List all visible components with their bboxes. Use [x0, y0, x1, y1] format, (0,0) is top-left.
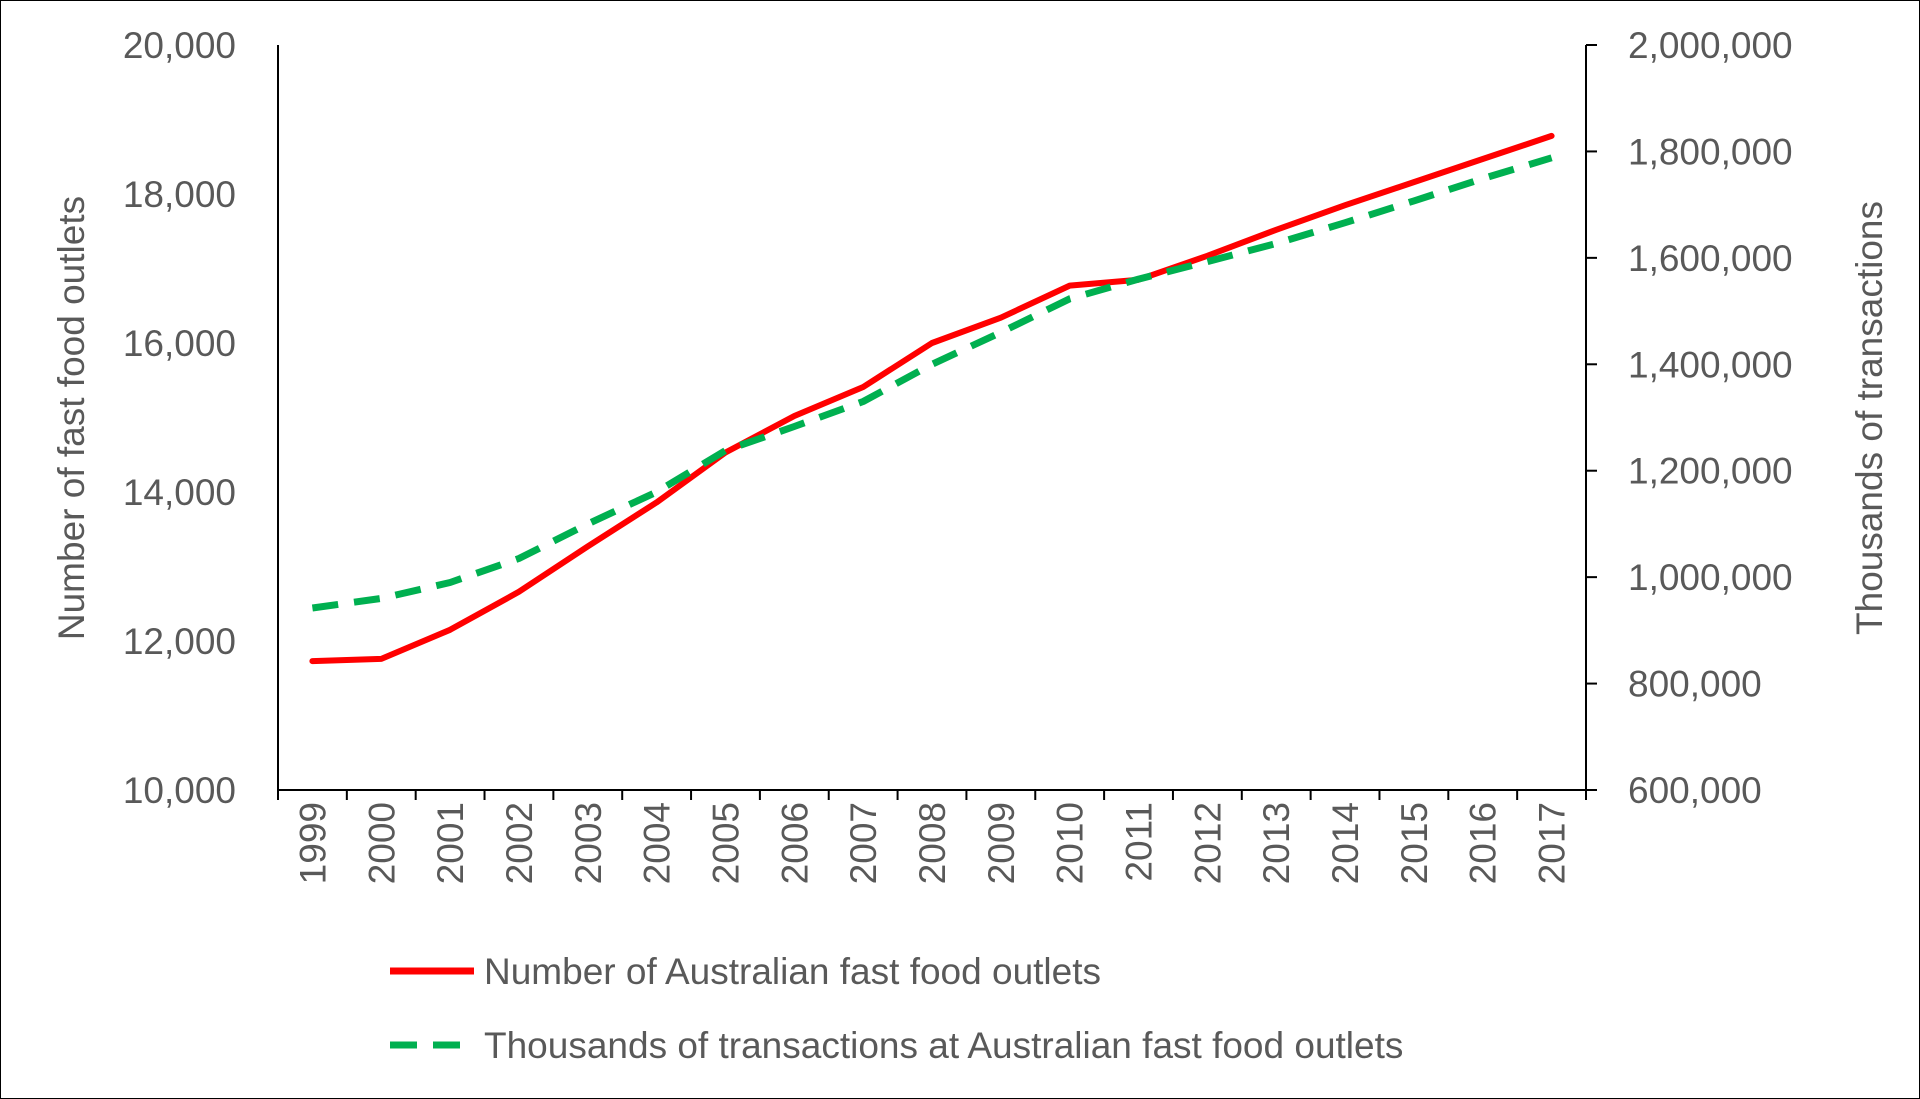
legend-item-outlets: Number of Australian fast food outlets	[390, 951, 1101, 992]
right-y-tick-label: 600,000	[1628, 770, 1762, 811]
legend-item-transactions: Thousands of transactions at Australian …	[390, 1025, 1403, 1066]
right-y-tick-label: 800,000	[1628, 664, 1762, 705]
x-tick-labels: 1999 2000 2001 2002 2003 2004 2005 2006 2007 2008…	[277, 790, 1587, 884]
left-y-tick-label: 18,000	[123, 174, 236, 215]
left-y-tick-label: 14,000	[123, 472, 236, 513]
left-y-tick-label: 20,000	[123, 25, 236, 66]
x-tick-label: 2006	[774, 802, 815, 884]
series-group	[309, 132, 1555, 665]
left-y-tick-label: 10,000	[123, 770, 236, 811]
right-y-tick-label: 1,600,000	[1628, 238, 1793, 279]
legend-label-outlets: Number of Australian fast food outlets	[484, 951, 1101, 992]
series-line-transactions	[311, 154, 1553, 612]
left-y-tick-label: 12,000	[123, 621, 236, 662]
x-tick-label: 2001	[430, 802, 471, 884]
x-tick-label: 2005	[705, 802, 746, 884]
x-tick-label: 2000	[361, 802, 402, 884]
x-tick-label: 2003	[568, 802, 609, 884]
x-tick-label: 2014	[1325, 802, 1366, 884]
x-tick-label: 2011	[1119, 802, 1160, 882]
x-tick-label: 2017	[1532, 802, 1573, 884]
right-y-tick-label: 2,000,000	[1628, 25, 1793, 66]
x-tick-label: 2009	[981, 802, 1022, 884]
x-tick-label: 1999	[292, 802, 333, 884]
axes-group	[277, 45, 1587, 791]
x-tick-label: 2004	[637, 802, 678, 884]
left-y-tick-labels: 10,000 12,000 14,000 16,000 18,000 20,000	[123, 25, 236, 811]
right-y-tick-label: 1,200,000	[1628, 451, 1793, 492]
right-y-axis-title: Thousands of transactions	[1849, 201, 1890, 635]
x-tick-label: 2007	[843, 802, 884, 884]
x-tick-label: 2008	[912, 802, 953, 884]
x-tick-label: 2002	[499, 802, 540, 884]
right-y-tick-label: 1,400,000	[1628, 344, 1793, 385]
right-y-tick-labels: 600,000 800,000 1,000,000 1,200,000 1,400,00…	[1586, 25, 1793, 811]
x-tick-label: 2013	[1256, 802, 1297, 884]
left-y-axis-title: Number of fast food outlets	[51, 196, 92, 640]
right-y-tick-label: 1,800,000	[1628, 131, 1793, 172]
legend-label-transactions: Thousands of transactions at Australian …	[484, 1025, 1403, 1066]
legend: Number of Australian fast food outlets T…	[390, 951, 1403, 1066]
right-y-tick-label: 1,000,000	[1628, 557, 1793, 598]
x-tick-label: 2012	[1187, 802, 1228, 884]
series-line-outlets	[309, 132, 1555, 665]
x-tick-label: 2016	[1463, 802, 1504, 884]
x-tick-label: 2010	[1050, 802, 1091, 884]
left-y-tick-label: 16,000	[123, 323, 236, 364]
x-tick-label: 2015	[1394, 802, 1435, 884]
